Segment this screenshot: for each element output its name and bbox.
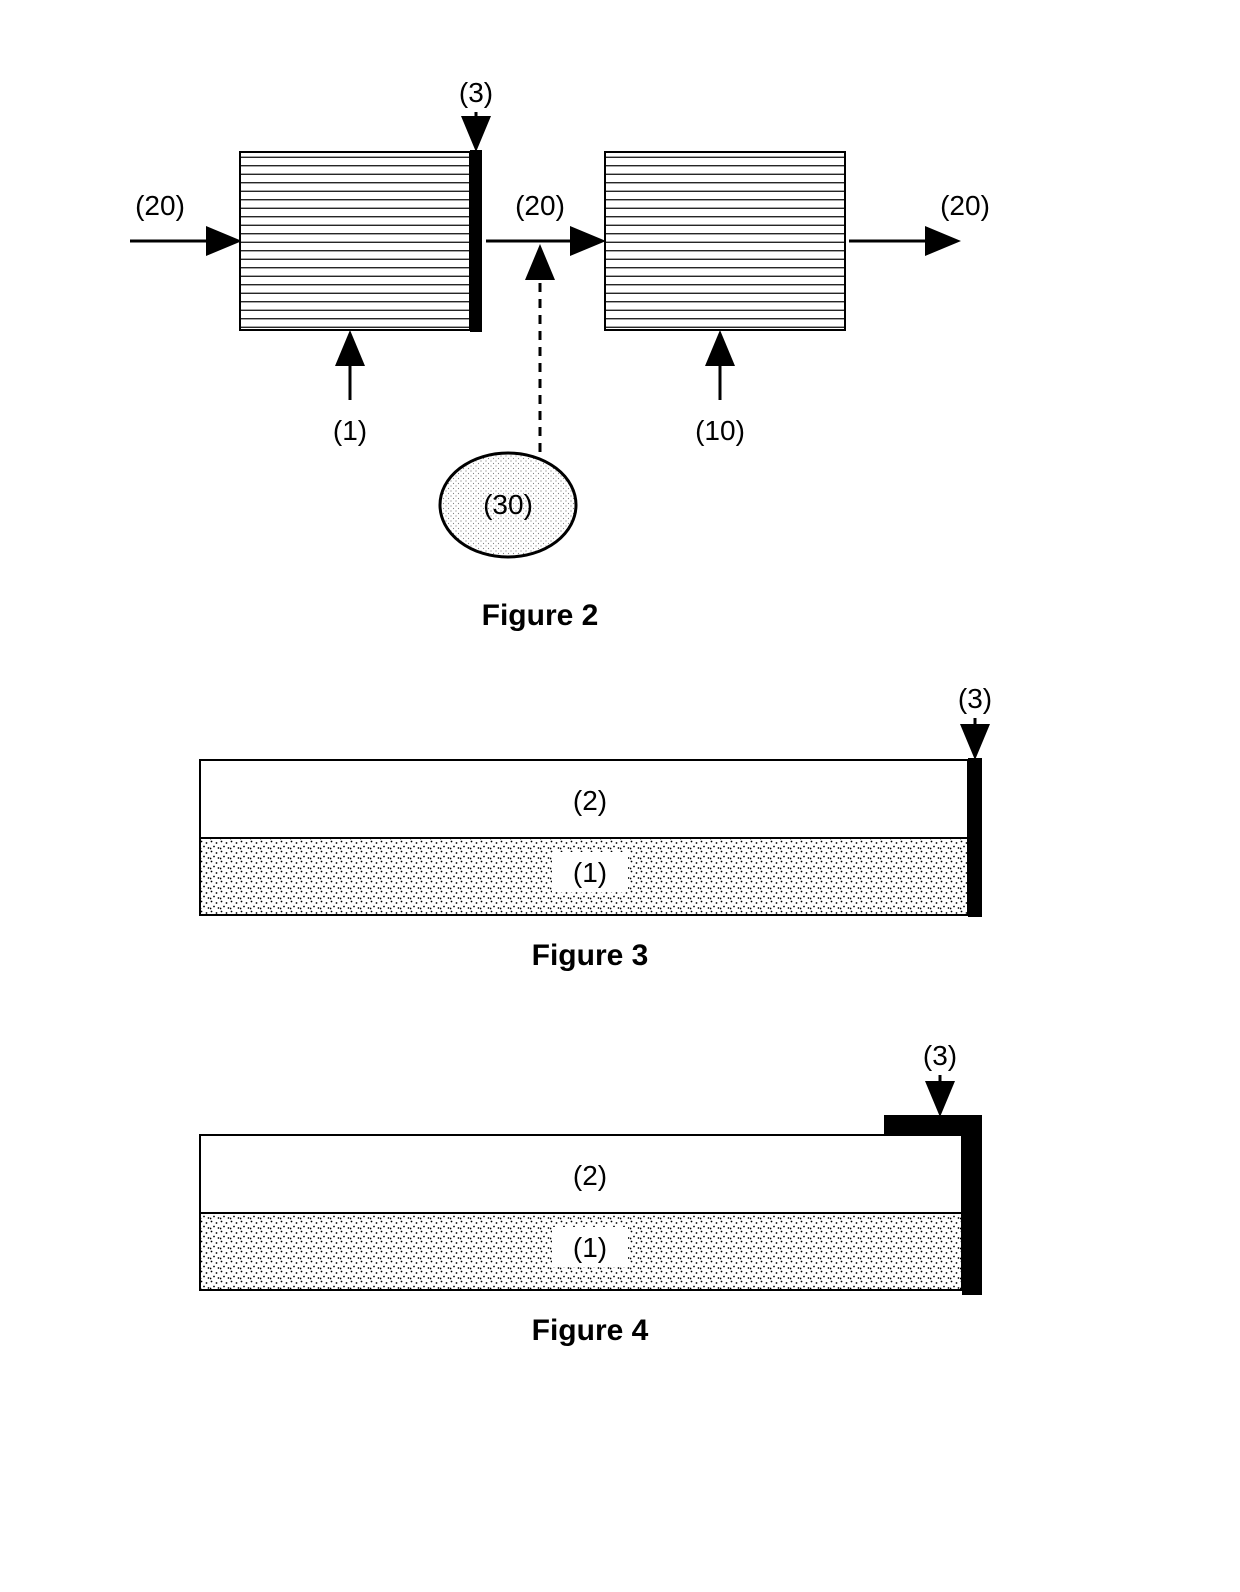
fig3-ref3-label: (3) (958, 683, 992, 714)
box-right (605, 152, 845, 330)
figure-2: (20) (3) (20) (20) (1) (10) (30) Figure … (130, 77, 990, 632)
flow-label-right: (20) (940, 190, 990, 221)
fig4-top-label: (2) (573, 1160, 607, 1191)
black-end-strip (470, 150, 482, 332)
figure-4: (2) (1) (3) Figure 4 (200, 1040, 982, 1347)
box-left (240, 152, 470, 330)
ref10-label: (10) (695, 415, 745, 446)
flow-label-left: (20) (135, 190, 185, 221)
figure-3: (2) (1) (3) Figure 3 (200, 683, 992, 972)
figure-4-caption: Figure 4 (532, 1314, 649, 1347)
flow-label-middle: (20) (515, 190, 565, 221)
fig4-L-strip-vert (962, 1115, 982, 1295)
fig4-ref3-label: (3) (923, 1040, 957, 1071)
fig3-end-strip (968, 758, 982, 917)
fig3-top-label: (2) (573, 785, 607, 816)
fig4-L-strip-horiz (884, 1115, 982, 1135)
ref3-label: (3) (459, 77, 493, 108)
fig3-bottom-label: (1) (573, 857, 607, 888)
fig4-bottom-label: (1) (573, 1232, 607, 1263)
ellipse-label: (30) (483, 489, 533, 520)
figure-2-caption: Figure 2 (482, 599, 599, 632)
ref1-label: (1) (333, 415, 367, 446)
figure-3-caption: Figure 3 (532, 939, 649, 972)
